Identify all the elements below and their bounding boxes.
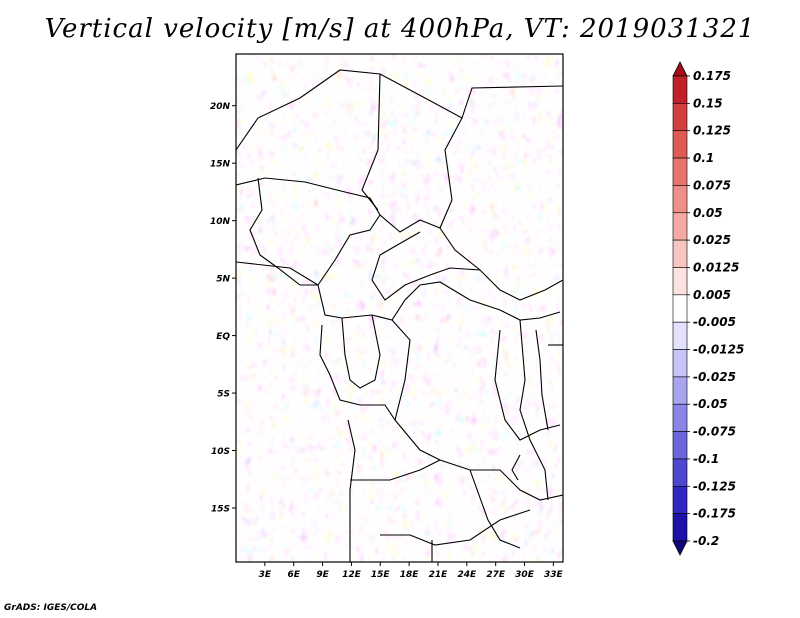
colorbar-bin xyxy=(672,294,688,323)
lat-label: 15S xyxy=(211,504,230,514)
colorbar-bin xyxy=(672,185,688,214)
colorbar-label: 0.05 xyxy=(693,206,723,220)
colorbar-label: -0.025 xyxy=(693,370,736,384)
lon-label: 3E xyxy=(259,570,272,580)
lat-label: 10N xyxy=(210,217,231,227)
colorbar-bin xyxy=(672,403,688,432)
latitude-axis: 20N 15N 10N 5N EQ 5S 10S 15S xyxy=(210,102,236,514)
colorbar-label: 0.075 xyxy=(693,178,731,192)
lat-label: 20N xyxy=(210,102,231,112)
colorbar-label: -0.0125 xyxy=(693,343,744,357)
colorbar-bin xyxy=(672,157,688,186)
colorbar-label: -0.2 xyxy=(693,534,719,548)
lat-label: EQ xyxy=(216,332,230,342)
lon-label: 18E xyxy=(400,570,420,580)
colorbar-label: -0.1 xyxy=(693,452,719,466)
country-boundaries xyxy=(236,69,563,562)
colorbar-label: 0.0125 xyxy=(693,260,739,274)
lon-label: 6E xyxy=(287,570,300,580)
lat-label: 10S xyxy=(211,447,230,457)
lon-label: 15E xyxy=(371,570,391,580)
colorbar-bin xyxy=(672,321,688,350)
lon-label: 30E xyxy=(515,570,535,580)
lon-label: 21E xyxy=(429,570,449,580)
credit-text: GrADS: IGES/COLA xyxy=(4,603,98,613)
colorbar-bin xyxy=(672,212,688,241)
lon-label: 12E xyxy=(342,570,362,580)
colorbar-label: 0.175 xyxy=(693,69,731,83)
colorbar-bin xyxy=(672,458,688,487)
lon-label: 9E xyxy=(316,570,329,580)
lat-label: 5S xyxy=(217,390,230,400)
colorbar-label: -0.05 xyxy=(693,397,728,411)
colorbar-label: 0.125 xyxy=(693,124,731,138)
colorbar-top-triangle xyxy=(672,61,688,77)
colorbar: 0.175 0.15 0.125 0.1 0.075 0.05 0.025 0.0125 0.0… xyxy=(672,61,744,556)
lon-label: 24E xyxy=(457,570,477,580)
colorbar-label: -0.075 xyxy=(693,425,736,439)
colorbar-bin xyxy=(672,239,688,268)
colorbar-bin xyxy=(672,267,688,296)
colorbar-bin xyxy=(672,376,688,405)
longitude-axis: 3E 6E 9E 12E 15E 18E 21E 24E 27E 30E 33E xyxy=(259,562,564,580)
colorbar-label: -0.175 xyxy=(693,507,736,521)
colorbar-label: 0.1 xyxy=(693,151,714,165)
colorbar-bin xyxy=(672,130,688,159)
lat-label: 5N xyxy=(216,275,230,285)
lat-label: 15N xyxy=(210,160,231,170)
colorbar-label: 0.025 xyxy=(693,233,731,247)
map-frame xyxy=(235,53,564,563)
lon-label: 27E xyxy=(486,570,506,580)
colorbar-bottom-triangle xyxy=(672,540,688,556)
colorbar-bin xyxy=(672,431,688,460)
colorbar-label: -0.005 xyxy=(693,315,736,329)
colorbar-label: 0.15 xyxy=(693,96,723,110)
lon-label: 33E xyxy=(544,570,564,580)
colorbar-label: 0.005 xyxy=(693,288,731,302)
colorbar-bin xyxy=(672,485,688,514)
figure-title: Vertical velocity [m/s] at 400hPa, VT: 2… xyxy=(44,14,756,44)
colorbar-bin xyxy=(672,513,688,542)
colorbar-bin xyxy=(672,349,688,378)
colorbar-label: -0.125 xyxy=(693,479,736,493)
colorbar-bin xyxy=(672,103,688,132)
colorbar-bin xyxy=(672,75,688,104)
